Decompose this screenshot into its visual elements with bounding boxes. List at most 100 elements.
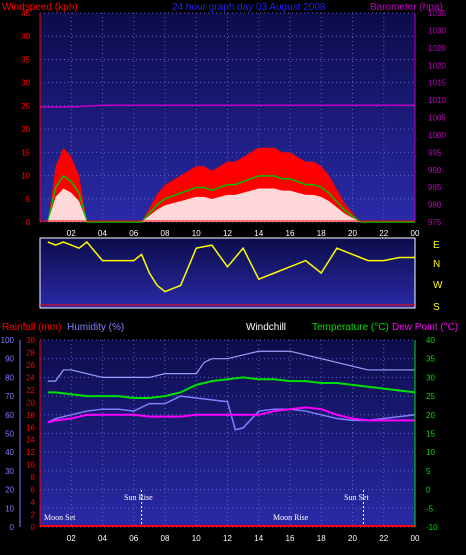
hour-tick-label: 16 (286, 534, 295, 543)
sun-set-label: Sun Set (344, 493, 369, 502)
humidity-axis-label: Humidity (%) (67, 322, 124, 333)
windspeed-tick-label: 10 (21, 172, 30, 181)
rainfall-tick-label: 22 (26, 386, 35, 395)
humidity-tick-label: 20 (5, 486, 14, 495)
rainfall-tick-label: 0 (31, 523, 36, 532)
hour-tick-label: 02 (67, 229, 76, 238)
windspeed-tick-label: 5 (26, 195, 31, 204)
temperature-axis-label: Temperature (°C) (312, 322, 389, 333)
rainfall-axis-label: Rainfall (mm) (2, 322, 61, 333)
rainfall-tick-label: 28 (26, 348, 35, 357)
dewpoint-axis-label: Dew Point (°C) (392, 322, 458, 333)
hour-tick-label: 18 (317, 229, 326, 238)
wind-panel-ticks: 0510152025303540459759809859909951000100… (21, 9, 446, 238)
windspeed-tick-label: 45 (21, 9, 30, 18)
windspeed-tick-label: 30 (21, 79, 30, 88)
temperature-tick-label: 10 (426, 448, 435, 457)
hour-tick-label: 08 (161, 534, 170, 543)
temperature-tick-label: -10 (426, 523, 438, 532)
barometer-tick-label: 1005 (428, 114, 446, 123)
rainfall-tick-label: 8 (31, 473, 36, 482)
rainfall-tick-label: 4 (31, 498, 36, 507)
hour-tick-label: 14 (254, 229, 263, 238)
barometer-axis-label: Barometer (hpa) (370, 2, 443, 13)
humidity-tick-label: 40 (5, 448, 14, 457)
temperature-tick-label: 30 (426, 373, 435, 382)
compass-w: W (433, 280, 443, 291)
compass-n: N (433, 259, 440, 270)
barometer-tick-label: 1015 (428, 79, 446, 88)
windchill-axis-label: Windchill (246, 322, 286, 333)
rainfall-tick-label: 12 (26, 448, 35, 457)
wind-average-line (47, 174, 415, 223)
temperature-tick-label: 15 (426, 430, 435, 439)
dewpoint-line (47, 406, 415, 424)
wind-lull-area (47, 188, 415, 222)
windspeed-axis-label: Windspeed (kph) (2, 2, 78, 13)
rainfall-tick-label: 30 (26, 336, 35, 345)
hour-tick-label: 22 (379, 534, 388, 543)
hour-tick-label: 04 (98, 534, 107, 543)
compass-s: S (433, 302, 440, 313)
rainfall-tick-label: 26 (26, 361, 35, 370)
rainfall-tick-label: 6 (31, 486, 36, 495)
wind-panel-marks (40, 104, 415, 223)
temperature-line (47, 376, 416, 399)
humidity-tick-label: 60 (5, 411, 14, 420)
hour-tick-label: 20 (348, 534, 357, 543)
humidity-tick-label: 100 (1, 336, 15, 345)
barometer-tick-label: 1020 (428, 61, 446, 70)
hour-tick-label: 06 (129, 229, 138, 238)
barometer-tick-label: 1035 (428, 9, 446, 18)
temperature-tick-label: 5 (426, 467, 431, 476)
hour-tick-label: 06 (129, 534, 138, 543)
compass-e: E (433, 240, 440, 251)
humidity-tick-label: 30 (5, 467, 14, 476)
hour-tick-label: 00 (411, 534, 420, 543)
hour-tick-label: 18 (317, 534, 326, 543)
barometer-tick-label: 985 (428, 183, 442, 192)
hour-tick-label: 10 (192, 229, 201, 238)
windspeed-tick-label: 40 (21, 32, 30, 41)
windspeed-tick-label: 15 (21, 148, 30, 157)
rainfall-tick-label: 10 (26, 461, 35, 470)
lower-panel-ticks: 0102030405060708090100024681012141618202… (1, 336, 438, 543)
humidity-tick-label: 0 (10, 523, 15, 532)
windspeed-tick-label: 35 (21, 55, 30, 64)
rainfall-tick-label: 16 (26, 423, 35, 432)
temperature-tick-label: 35 (426, 355, 435, 364)
moon-rise-label: Moon Rise (273, 513, 309, 522)
wind-panel-grid (40, 12, 416, 223)
wind-direction-line (47, 240, 415, 293)
barometer-tick-label: 1025 (428, 44, 446, 53)
humidity-tick-label: 50 (5, 430, 14, 439)
humidity-tick-label: 70 (5, 392, 14, 401)
temperature-tick-label: 25 (426, 392, 435, 401)
temperature-tick-label: 20 (426, 411, 435, 420)
sun-rise-label: Sun Rise (124, 493, 153, 502)
hour-tick-label: 16 (286, 229, 295, 238)
barometer-tick-label: 995 (428, 148, 442, 157)
humidity-tick-label: 90 (5, 355, 14, 364)
rainfall-tick-label: 20 (26, 398, 35, 407)
hour-tick-label: 04 (98, 229, 107, 238)
humidity-tick-label: 10 (5, 504, 14, 513)
rainfall-tick-label: 2 (31, 511, 36, 520)
barometer-tick-label: 980 (428, 201, 442, 210)
hour-tick-label: 22 (379, 229, 388, 238)
moon-set-label: Moon Set (44, 513, 76, 522)
humidity-tick-label: 80 (5, 373, 14, 382)
temperature-tick-label: 0 (426, 486, 431, 495)
windspeed-tick-label: 0 (26, 218, 31, 227)
barometer-line (40, 104, 415, 108)
rainfall-tick-label: 18 (26, 411, 35, 420)
windspeed-tick-label: 25 (21, 102, 30, 111)
hour-tick-label: 10 (192, 534, 201, 543)
direction-panel-marks (40, 240, 415, 306)
barometer-tick-label: 990 (428, 166, 442, 175)
windspeed-tick-label: 20 (21, 125, 30, 134)
barometer-tick-label: 1000 (428, 131, 446, 140)
barometer-tick-label: 975 (428, 218, 442, 227)
temperature-tick-label: -5 (426, 504, 434, 513)
